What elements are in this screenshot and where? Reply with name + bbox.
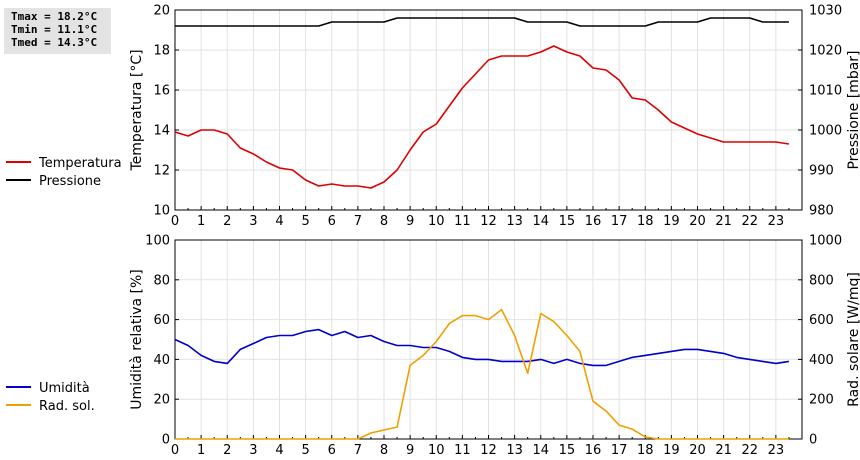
x-tick-label: 2 xyxy=(223,214,231,229)
y2-axis-label: Rad. solare [W/mq] xyxy=(846,272,860,407)
x-tick-label: 6 xyxy=(328,214,336,229)
stats-box: Tmax = 18.2°C Tmin = 11.1°C Tmed = 14.3°… xyxy=(4,8,111,54)
x-tick-label: 12 xyxy=(480,443,497,458)
x-tick-label: 20 xyxy=(689,214,706,229)
x-tick-label: 7 xyxy=(354,443,362,458)
x-tick-label: 0 xyxy=(171,214,179,229)
x-tick-label: 3 xyxy=(249,214,257,229)
legend-label-pressione: Pressione xyxy=(39,174,101,189)
x-tick-label: 11 xyxy=(454,214,471,229)
legend-label-temperatura: Temperatura xyxy=(38,156,122,171)
x-tick-label: 16 xyxy=(585,214,602,229)
y-axis-label: Umidità relativa [%] xyxy=(129,269,145,410)
y2-tick-label: 400 xyxy=(809,353,834,368)
tmed-label: Tmed = 14.3°C xyxy=(11,36,98,49)
y-tick-label: 10 xyxy=(153,204,170,219)
y2-tick-label: 990 xyxy=(809,164,834,179)
x-tick-label: 6 xyxy=(328,443,336,458)
series-line-pressione xyxy=(175,17,789,27)
x-tick-label: 9 xyxy=(406,214,414,229)
y2-tick-label: 0 xyxy=(809,433,817,448)
y-tick-label: 20 xyxy=(153,4,170,19)
x-tick-label: 5 xyxy=(301,214,309,229)
x-tick-label: 0 xyxy=(171,443,179,458)
x-tick-label: 13 xyxy=(506,443,523,458)
y-tick-label: 60 xyxy=(153,313,170,328)
y2-tick-label: 1010 xyxy=(809,84,842,99)
x-tick-label: 1 xyxy=(197,443,205,458)
x-tick-label: 18 xyxy=(637,214,654,229)
series-line-temperatura xyxy=(174,45,790,189)
x-tick-label: 22 xyxy=(741,443,758,458)
tmax-label: Tmax = 18.2°C xyxy=(11,10,98,23)
y2-tick-label: 800 xyxy=(809,273,834,288)
y-tick-label: 12 xyxy=(153,164,170,179)
series-line-rad-sol xyxy=(175,308,789,440)
y2-tick-label: 200 xyxy=(809,393,834,408)
x-tick-label: 23 xyxy=(768,214,785,229)
x-tick-label: 12 xyxy=(480,214,497,229)
y2-tick-label: 980 xyxy=(809,204,834,219)
x-tick-label: 10 xyxy=(428,443,445,458)
x-tick-label: 14 xyxy=(532,214,549,229)
x-tick-label: 16 xyxy=(585,443,602,458)
x-tick-label: 15 xyxy=(559,443,576,458)
y2-tick-label: 1000 xyxy=(809,124,842,139)
y2-tick-label: 1030 xyxy=(809,4,842,19)
x-tick-label: 4 xyxy=(275,214,283,229)
x-tick-label: 5 xyxy=(301,443,309,458)
x-tick-label: 15 xyxy=(559,214,576,229)
y-tick-label: 20 xyxy=(153,393,170,408)
x-tick-label: 21 xyxy=(715,214,732,229)
x-tick-label: 18 xyxy=(637,443,654,458)
legend-label-umidit: Umidità xyxy=(39,381,90,396)
x-tick-label: 11 xyxy=(454,443,471,458)
y-tick-label: 16 xyxy=(153,84,170,99)
y2-tick-label: 1020 xyxy=(809,44,842,59)
y-tick-label: 18 xyxy=(153,44,170,59)
y-axis-label: Temperatura [°C] xyxy=(129,49,145,171)
x-tick-label: 13 xyxy=(506,214,523,229)
x-tick-label: 22 xyxy=(741,214,758,229)
y-tick-label: 80 xyxy=(153,273,170,288)
x-tick-label: 10 xyxy=(428,214,445,229)
x-tick-label: 4 xyxy=(275,443,283,458)
x-tick-label: 14 xyxy=(532,443,549,458)
tmin-label: Tmin = 11.1°C xyxy=(11,23,98,36)
y2-tick-label: 1000 xyxy=(809,234,842,249)
y-tick-label: 0 xyxy=(162,433,170,448)
x-tick-label: 17 xyxy=(611,443,628,458)
x-tick-label: 3 xyxy=(249,443,257,458)
y-tick-label: 14 xyxy=(153,124,170,139)
x-tick-label: 20 xyxy=(689,443,706,458)
series-line-umidit xyxy=(174,328,790,367)
x-tick-label: 21 xyxy=(715,443,732,458)
y2-tick-label: 600 xyxy=(809,313,834,328)
y2-axis-label: Pressione [mbar] xyxy=(846,50,860,169)
y-tick-label: 40 xyxy=(153,353,170,368)
x-tick-label: 8 xyxy=(380,443,388,458)
y-tick-label: 100 xyxy=(145,234,170,249)
x-tick-label: 17 xyxy=(611,214,628,229)
x-tick-label: 9 xyxy=(406,443,414,458)
x-tick-label: 7 xyxy=(354,214,362,229)
x-tick-label: 8 xyxy=(380,214,388,229)
x-tick-label: 1 xyxy=(197,214,205,229)
x-tick-label: 19 xyxy=(663,443,680,458)
x-tick-label: 19 xyxy=(663,214,680,229)
legend-label-rad-sol: Rad. sol. xyxy=(39,399,95,414)
x-tick-label: 23 xyxy=(768,443,785,458)
x-tick-label: 2 xyxy=(223,443,231,458)
